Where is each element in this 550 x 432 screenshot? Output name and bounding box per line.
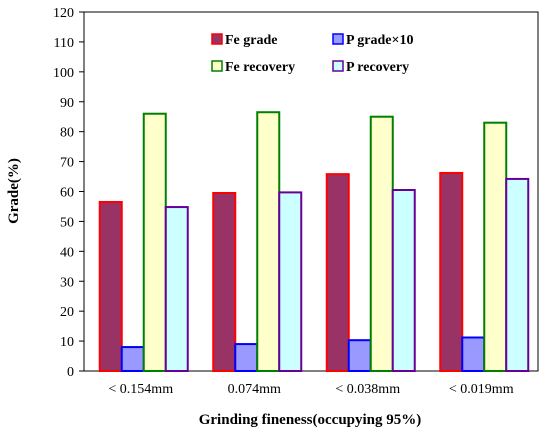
bar-p-grade-10-0 (120, 346, 145, 373)
y-tick-label: 30 (60, 275, 74, 290)
bar-p-recovery-3 (505, 177, 530, 372)
bar-p-recovery-2 (391, 189, 416, 372)
legend-label: Fe grade (225, 33, 277, 48)
x-axis-title: Grinding fineness(occupying 95%) (199, 412, 422, 428)
y-axis: 0 10 20 30 40 50 60 70 80 90 100 110 120 (53, 6, 84, 380)
bar-fe-grade-2 (325, 173, 350, 372)
x-tick-label: < 0.154mm (108, 382, 173, 397)
bar-p-grade-10-3 (461, 336, 486, 373)
bars-group (98, 111, 530, 373)
y-tick-label: 110 (54, 36, 74, 51)
bar-fe-grade-0 (98, 200, 123, 372)
y-tick-label: 60 (60, 186, 74, 201)
bar-fe-grade-3 (439, 171, 464, 372)
y-tick-label: 0 (67, 365, 74, 380)
x-tick-label: < 0.019mm (449, 382, 514, 397)
legend-label: P recovery (346, 60, 409, 75)
bar-p-recovery-0 (164, 206, 189, 372)
legend-swatch (211, 60, 223, 72)
y-tick-label: 70 (60, 156, 74, 171)
legend-swatch (211, 33, 223, 45)
legend-label: P grade×10 (346, 33, 413, 48)
x-tick-label: < 0.038mm (335, 382, 400, 397)
legend-swatch (332, 60, 344, 72)
bar-p-grade-10-2 (347, 339, 372, 372)
bar-fe-grade-1 (212, 191, 237, 372)
legend-swatch (332, 33, 344, 45)
y-tick-label: 40 (60, 245, 74, 260)
y-tick-label: 90 (60, 96, 74, 111)
y-tick-label: 120 (53, 6, 74, 21)
bar-fe-recovery-0 (142, 112, 167, 372)
bar-p-recovery-1 (278, 191, 303, 372)
y-tick-label: 80 (60, 126, 74, 141)
x-axis: < 0.154mm 0.074mm < 0.038mm < 0.019mm (108, 382, 513, 397)
y-tick-label: 50 (60, 215, 74, 230)
y-tick-label: 10 (60, 335, 74, 350)
bar-p-grade-10-1 (234, 343, 259, 373)
bar-fe-recovery-1 (256, 111, 281, 373)
bar-fe-recovery-2 (369, 115, 394, 373)
legend-label: Fe recovery (225, 60, 295, 75)
y-axis-title: Grade(%) (6, 158, 22, 224)
legend: Fe grade P grade×10 Fe recovery P recovery (211, 33, 413, 75)
x-tick-label: 0.074mm (228, 382, 281, 397)
y-tick-label: 100 (53, 66, 74, 81)
y-tick-label: 20 (60, 305, 74, 320)
bar-fe-recovery-3 (483, 121, 508, 372)
